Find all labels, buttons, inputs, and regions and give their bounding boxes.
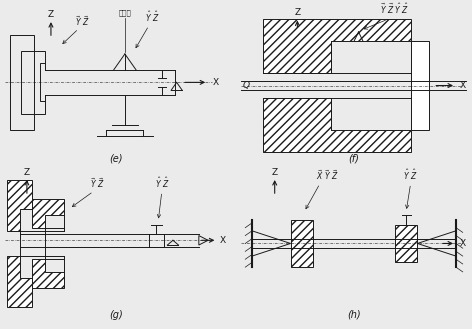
Polygon shape xyxy=(33,199,64,228)
Text: $\hat{Y}\ \hat{Z}$: $\hat{Y}\ \hat{Z}$ xyxy=(155,176,169,190)
Text: X: X xyxy=(212,78,219,87)
Text: Q: Q xyxy=(243,81,250,90)
Text: X: X xyxy=(460,239,466,248)
Text: $\vec{Y}\ \vec{Z}$: $\vec{Y}\ \vec{Z}$ xyxy=(75,14,90,28)
Polygon shape xyxy=(395,224,417,263)
Text: X: X xyxy=(460,81,466,90)
Polygon shape xyxy=(7,180,33,231)
Text: Z: Z xyxy=(272,168,278,177)
Text: (e): (e) xyxy=(109,153,122,163)
Polygon shape xyxy=(411,41,429,130)
Text: Z: Z xyxy=(48,10,54,19)
Text: 中心架: 中心架 xyxy=(118,10,131,16)
Text: $\vec{Y}\ \vec{Z}\ \hat{Y}\ \hat{Z}$: $\vec{Y}\ \vec{Z}\ \hat{Y}\ \hat{Z}$ xyxy=(380,2,409,16)
Polygon shape xyxy=(263,19,411,73)
Text: (h): (h) xyxy=(347,310,361,320)
Polygon shape xyxy=(33,259,64,288)
Text: $\vec{X}\ \vec{Y}\ \vec{Z}$: $\vec{X}\ \vec{Y}\ \vec{Z}$ xyxy=(316,168,338,182)
Polygon shape xyxy=(263,98,411,152)
Polygon shape xyxy=(291,220,313,267)
Text: Z: Z xyxy=(24,168,30,177)
Text: Z: Z xyxy=(295,9,300,17)
Text: (g): (g) xyxy=(109,310,123,320)
Text: (f): (f) xyxy=(348,153,360,163)
Text: X: X xyxy=(220,236,226,245)
Text: $\hat{Y}\ \hat{Z}$: $\hat{Y}\ \hat{Z}$ xyxy=(404,168,418,182)
Text: $\vec{Y}\ \vec{Z}$: $\vec{Y}\ \vec{Z}$ xyxy=(90,176,104,190)
Text: $\hat{Y}\ \hat{Z}$: $\hat{Y}\ \hat{Z}$ xyxy=(145,10,160,24)
Polygon shape xyxy=(7,256,33,307)
